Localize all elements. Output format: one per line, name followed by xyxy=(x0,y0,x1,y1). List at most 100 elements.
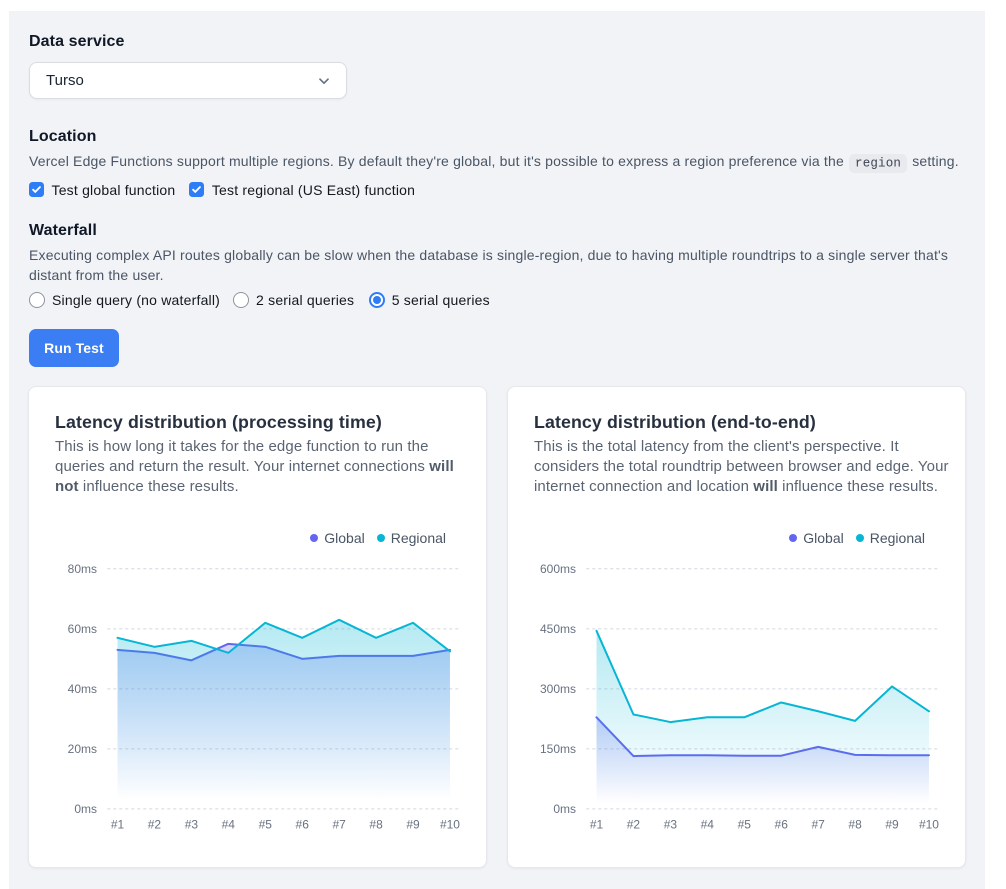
location-heading: Location xyxy=(29,128,97,145)
description-line: This is the total latency from the clien… xyxy=(534,437,949,457)
description-bold-text: will xyxy=(429,458,454,475)
description-line: not influence these results. xyxy=(55,477,454,497)
y-tick-label: 60ms xyxy=(68,622,97,636)
legend-dot-regional xyxy=(376,533,385,542)
chart-card-processing-time: Latency distribution (processing time) Th… xyxy=(28,386,487,868)
description-text: queries and return the result. Your inte… xyxy=(55,458,430,475)
location-description: Vercel Edge Functions support multiple r… xyxy=(29,151,974,173)
waterfall-heading: Waterfall xyxy=(29,221,97,239)
legend-label: Regional xyxy=(869,529,925,546)
series-line-regional xyxy=(116,618,451,654)
legend-label: Global xyxy=(324,529,365,546)
description-line: internet connection and location will in… xyxy=(534,477,949,497)
area-chart-end-to-end: 0ms 150ms 300ms 450ms 600ms #1 #2 #3 #4 #5 #6 #7 #8 #… xyxy=(540,562,940,832)
x-tick-label: #5 xyxy=(738,818,752,832)
checkbox-test-regional-us-east-function[interactable]: Test regional (US East) function xyxy=(189,182,415,198)
legend-label: Global xyxy=(803,529,844,546)
data-service-heading: Data service xyxy=(29,33,125,50)
description-text: This is how long it takes for the edge f… xyxy=(55,438,429,455)
region-code-chip: region xyxy=(849,153,908,173)
run-test-button[interactable]: Run Test xyxy=(29,329,119,367)
description-text: influence these results. xyxy=(777,478,938,495)
area-fill-regional xyxy=(596,630,929,809)
area-chart-processing-time: 0ms 20ms 40ms 60ms 80ms #1 #2 #3 #4 #5 #6 #7 #8 #9 #10 xyxy=(68,562,461,832)
location-description-text-after: setting. xyxy=(912,153,959,169)
radio-label: 2 serial queries xyxy=(256,292,355,308)
x-tick-label: #9 xyxy=(406,818,420,832)
checkbox-label: Test regional (US East) function xyxy=(211,181,416,198)
description-line: This is how long it takes for the edge f… xyxy=(55,437,454,457)
x-tick-label: #6 xyxy=(775,818,789,832)
chevron-down-icon xyxy=(319,77,329,84)
description-text: considers the total roundtrip between br… xyxy=(534,458,949,475)
legend-item-regional: Regional xyxy=(376,529,446,546)
description-text: internet connection and location xyxy=(534,478,754,495)
y-tick-label: 600ms xyxy=(540,562,576,576)
x-tick-label: #7 xyxy=(811,818,825,832)
checkbox-icon[interactable] xyxy=(189,182,204,197)
area-fill-regional xyxy=(117,619,450,809)
waterfall-radio-row: Single query (no waterfall) 2 serial quer… xyxy=(29,292,965,308)
main-panel: Data service Turso Location Vercel Edge … xyxy=(9,11,985,889)
description-bold-text: not xyxy=(55,478,79,495)
radio-icon[interactable] xyxy=(29,292,45,308)
x-tick-label: #2 xyxy=(148,818,162,832)
x-tick-label: #3 xyxy=(185,818,199,832)
series-line-regional xyxy=(595,629,930,724)
chart-cards: Latency distribution (processing time) Th… xyxy=(28,386,966,868)
legend-dot-regional xyxy=(855,533,864,542)
x-tick-label: #3 xyxy=(664,818,678,832)
x-tick-label: #1 xyxy=(590,818,604,832)
waterfall-description: Executing complex API routes globally ca… xyxy=(29,246,949,283)
description-line: considers the total roundtrip between br… xyxy=(534,457,949,477)
y-tick-label: 40ms xyxy=(68,682,97,696)
y-tick-label: 450ms xyxy=(540,622,576,636)
radio-5-serial-queries[interactable]: 5 serial queries xyxy=(368,292,490,308)
radio-single-query-no-waterfall-[interactable]: Single query (no waterfall) xyxy=(29,292,220,308)
y-tick-label: 300ms xyxy=(540,682,576,696)
x-tick-label: #7 xyxy=(332,818,346,832)
description-text: This is the total latency from the clien… xyxy=(534,438,899,455)
x-tick-label: #5 xyxy=(259,818,273,832)
chart-card-title: Latency distribution (processing time) xyxy=(55,412,382,432)
x-tick-label: #2 xyxy=(627,818,641,832)
radio-label: Single query (no waterfall) xyxy=(52,292,221,308)
description-line: queries and return the result. Your inte… xyxy=(55,457,454,477)
legend-dot-global xyxy=(310,533,319,542)
data-service-select-value: Turso xyxy=(46,72,84,89)
legend-item-global: Global xyxy=(310,529,365,546)
chart-legend: Global Regional xyxy=(310,529,446,546)
chart-legend: Global Regional xyxy=(789,529,925,546)
y-tick-label: 150ms xyxy=(540,742,576,756)
data-service-select[interactable]: Turso xyxy=(29,62,347,99)
x-tick-label: #9 xyxy=(885,818,899,832)
chart-card-title: Latency distribution (end-to-end) xyxy=(534,412,816,432)
checkbox-icon[interactable] xyxy=(29,182,44,197)
chart-card-description: This is the total latency from the clien… xyxy=(534,437,949,497)
location-checkbox-row: Test global function Test regional (US Ea… xyxy=(29,182,965,198)
y-tick-label: 0ms xyxy=(74,802,97,816)
y-tick-label: 80ms xyxy=(68,562,97,576)
x-tick-label: #10 xyxy=(440,818,460,832)
x-tick-label: #10 xyxy=(919,818,939,832)
radio-2-serial-queries[interactable]: 2 serial queries xyxy=(233,292,354,308)
x-tick-label: #6 xyxy=(296,818,310,832)
legend-item-regional: Regional xyxy=(855,529,925,546)
x-tick-label: #8 xyxy=(848,818,862,832)
x-tick-label: #8 xyxy=(369,818,383,832)
radio-icon[interactable] xyxy=(233,292,250,308)
legend-dot-global xyxy=(789,533,798,542)
y-tick-label: 0ms xyxy=(553,802,576,816)
y-tick-label: 20ms xyxy=(68,742,97,756)
description-text: influence these results. xyxy=(78,478,239,495)
radio-icon[interactable] xyxy=(368,292,385,308)
checkbox-test-global-function[interactable]: Test global function xyxy=(29,182,175,198)
checkbox-label: Test global function xyxy=(51,181,176,198)
chart-card-description: This is how long it takes for the edge f… xyxy=(55,437,454,497)
x-tick-label: #1 xyxy=(111,818,125,832)
radio-label: 5 serial queries xyxy=(391,292,490,308)
location-description-text: Vercel Edge Functions support multiple r… xyxy=(29,153,844,169)
x-tick-label: #4 xyxy=(701,818,715,832)
legend-label: Regional xyxy=(390,529,446,546)
x-tick-label: #4 xyxy=(222,818,236,832)
